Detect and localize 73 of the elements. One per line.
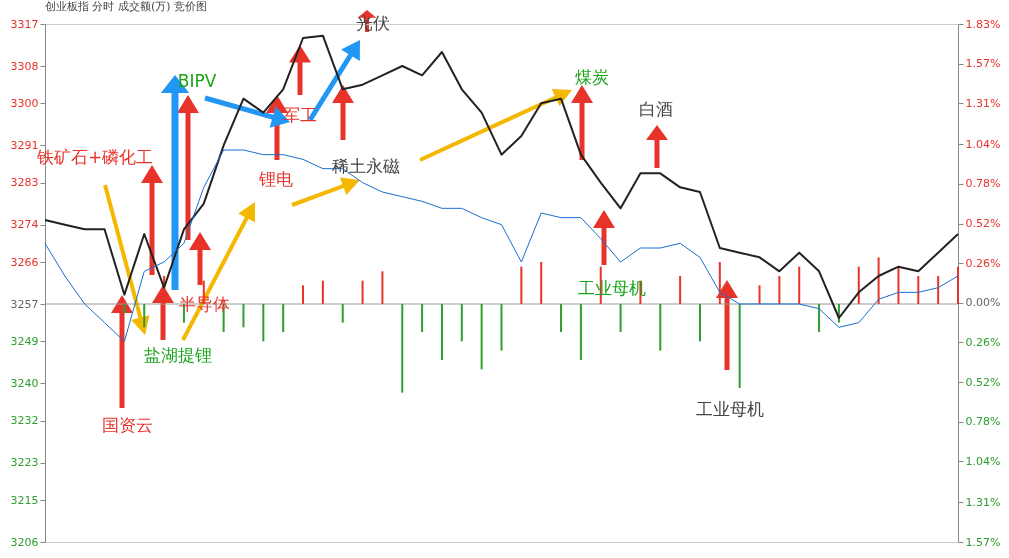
bar [679,276,682,304]
y-tick-label: 3274 [10,218,39,232]
y-tick-label: 3266 [10,255,39,269]
y-tick-label: 3308 [10,59,39,73]
bar [738,304,741,388]
y-tick-label: 3206 [10,535,39,549]
y-tick-label: 3232 [10,414,39,428]
bar [798,266,801,304]
y-tick-label: 3215 [10,493,39,507]
bar [520,266,523,304]
bar [937,276,940,304]
annotation: 工业母机 [696,399,764,419]
bar [957,266,959,304]
chart-title: 创业板指 分时 成交额(万) 竞价图 [45,0,208,13]
bar [262,304,265,342]
y2-tick-label: 1.04% [965,137,1001,151]
bar [857,266,860,304]
bar [718,262,721,304]
bar [778,276,781,304]
bar [341,304,344,323]
y2-tick-label: 1.57% [965,57,1001,71]
annotation: 国资云 [101,415,153,435]
y2-tick-label: 0.52% [965,375,1001,389]
bar [302,285,305,304]
y2-tick-label: 1.04% [965,454,1001,468]
bar [500,304,503,351]
y-tick-label: 3300 [10,96,39,110]
bar [421,304,424,332]
bar [758,285,761,304]
bar [460,304,463,342]
y-tick-label: 3257 [10,297,39,311]
y2-tick-label: 0.78% [965,415,1001,429]
y-tick-label: 3317 [10,17,39,31]
y-tick-label: 3249 [10,334,39,348]
bar [818,304,821,332]
annotation: 煤炭 [575,67,609,87]
bar [401,304,404,393]
bar [579,304,582,360]
y2-tick-label: 1.31% [965,495,1001,509]
annotation: 白酒 [639,99,673,119]
y2-tick-label: 1.57% [965,535,1001,549]
bar [698,304,701,342]
y2-tick-label: 0.78% [965,177,1001,191]
bar [123,304,126,314]
bar [282,304,285,332]
y2-tick-label: 0.26% [965,256,1001,270]
y2-tick-label: 0.26% [965,335,1001,349]
bar [321,280,324,304]
annotation: 光伏 [356,13,390,33]
y2-tick-label: 1.83% [965,17,1001,31]
bar [897,266,900,304]
bar [480,304,483,370]
y2-tick-label: 1.31% [965,96,1001,110]
bar [659,304,662,351]
y-tick-label: 3240 [10,376,39,390]
bar [619,304,622,332]
bar [877,257,880,304]
bar [143,304,146,328]
y2-tick-label: 0.52% [965,217,1001,231]
annotation: BIPV [177,71,217,91]
bar [381,271,384,304]
bar [361,280,364,304]
y-tick-label: 3223 [10,456,39,470]
y-tick-label: 3283 [10,176,39,190]
bar [440,304,443,360]
annotation: 盐湖提锂 [144,345,212,365]
annotation: 锂电 [258,169,293,189]
bar [242,304,245,328]
y2-tick-label: 0.00% [965,296,1001,310]
bar [540,262,543,304]
bar [917,276,920,304]
y-tick-label: 3291 [10,138,39,152]
bar [560,304,563,332]
